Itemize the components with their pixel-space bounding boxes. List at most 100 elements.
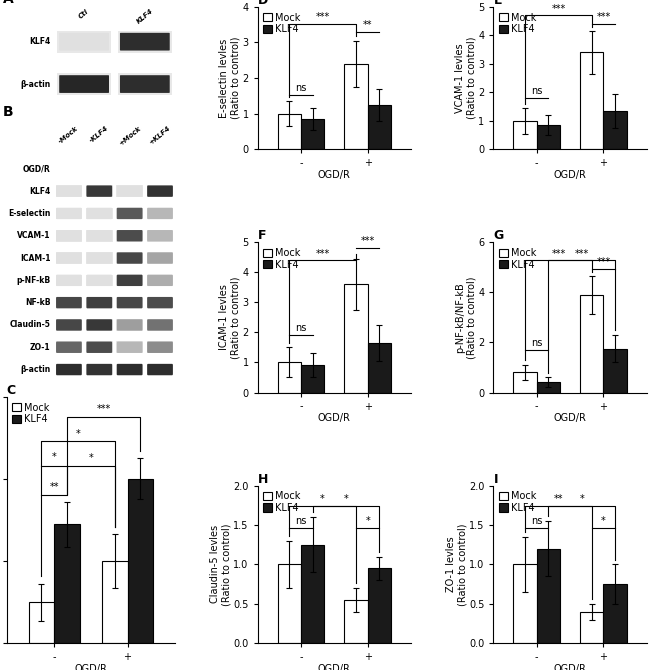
Bar [55, 230, 83, 241]
FancyBboxPatch shape [147, 208, 173, 219]
Bar [86, 230, 112, 241]
FancyBboxPatch shape [86, 364, 112, 375]
Text: ns: ns [531, 516, 542, 526]
Text: *: * [601, 516, 606, 526]
Legend: Mock, KLF4: Mock, KLF4 [11, 402, 50, 425]
Bar [102, 561, 127, 643]
FancyBboxPatch shape [86, 275, 112, 286]
Bar [301, 365, 324, 393]
Bar [55, 364, 83, 375]
Bar [603, 111, 627, 149]
Text: β-actin: β-actin [20, 80, 50, 88]
Text: β-actin: β-actin [20, 365, 50, 374]
Y-axis label: Claudin-5 levles
(Ratio to control): Claudin-5 levles (Ratio to control) [210, 523, 232, 606]
Text: *: * [320, 494, 325, 505]
Bar [147, 230, 174, 241]
Bar [86, 342, 112, 353]
Bar [580, 52, 603, 149]
Bar [116, 252, 143, 264]
Text: **: ** [363, 20, 372, 30]
Text: ***: *** [596, 257, 610, 267]
FancyBboxPatch shape [56, 297, 82, 308]
Bar [603, 584, 627, 643]
Text: B: B [3, 105, 14, 119]
Legend: Mock, KLF4: Mock, KLF4 [499, 490, 538, 514]
Bar [55, 297, 83, 308]
FancyBboxPatch shape [56, 342, 82, 353]
Text: ns: ns [531, 338, 542, 348]
X-axis label: OGD/R: OGD/R [554, 170, 586, 180]
Bar [368, 568, 391, 643]
FancyBboxPatch shape [117, 275, 142, 286]
Text: ZO-1: ZO-1 [30, 343, 50, 352]
FancyBboxPatch shape [147, 275, 173, 286]
Bar [55, 252, 83, 264]
FancyBboxPatch shape [147, 186, 173, 197]
Bar [127, 479, 153, 643]
Text: ICAM-1: ICAM-1 [20, 253, 50, 263]
Text: H: H [257, 472, 268, 486]
Y-axis label: E-selectin levles
(Ratio to control): E-selectin levles (Ratio to control) [219, 37, 241, 119]
Bar [514, 121, 537, 149]
Text: ***: *** [97, 404, 110, 414]
Bar [537, 549, 560, 643]
Text: ns: ns [295, 516, 307, 526]
Bar [147, 186, 174, 197]
Bar [514, 373, 537, 393]
Bar [55, 186, 83, 197]
FancyBboxPatch shape [147, 230, 173, 241]
Bar [278, 114, 301, 149]
Text: E-selectin: E-selectin [8, 209, 50, 218]
Bar [86, 297, 112, 308]
Bar [55, 342, 83, 353]
Bar [537, 125, 560, 149]
Bar [344, 600, 368, 643]
FancyBboxPatch shape [117, 297, 142, 308]
Bar [147, 364, 174, 375]
Text: **: ** [554, 494, 563, 505]
FancyBboxPatch shape [56, 253, 82, 264]
Text: ***: *** [596, 11, 610, 21]
Legend: Mock, KLF4: Mock, KLF4 [263, 247, 302, 271]
FancyBboxPatch shape [59, 33, 109, 50]
Bar [118, 73, 172, 95]
FancyBboxPatch shape [56, 208, 82, 219]
Bar [116, 364, 143, 375]
Bar [55, 319, 83, 331]
X-axis label: OGD/R: OGD/R [74, 663, 107, 670]
Bar [514, 564, 537, 643]
X-axis label: OGD/R: OGD/R [318, 663, 351, 670]
Bar [344, 285, 368, 393]
Text: ***: *** [315, 249, 330, 259]
Bar [344, 64, 368, 149]
Text: E: E [493, 0, 502, 7]
Text: C: C [6, 384, 16, 397]
X-axis label: OGD/R: OGD/R [318, 413, 351, 423]
FancyBboxPatch shape [56, 364, 82, 375]
Text: ***: *** [361, 236, 375, 246]
FancyBboxPatch shape [59, 75, 109, 93]
FancyBboxPatch shape [120, 33, 170, 50]
FancyBboxPatch shape [117, 364, 142, 375]
Bar [86, 186, 112, 197]
FancyBboxPatch shape [86, 253, 112, 264]
Text: p-NF-kB: p-NF-kB [16, 276, 50, 285]
Legend: Mock, KLF4: Mock, KLF4 [263, 490, 302, 514]
Text: ns: ns [531, 86, 542, 96]
Bar [116, 186, 143, 197]
Bar [147, 297, 174, 308]
FancyBboxPatch shape [56, 275, 82, 286]
Bar [116, 208, 143, 219]
FancyBboxPatch shape [86, 342, 112, 353]
Text: +Mock: +Mock [118, 125, 142, 147]
Text: D: D [257, 0, 268, 7]
Text: OGD/R: OGD/R [23, 164, 50, 174]
Text: **: ** [49, 482, 59, 492]
FancyBboxPatch shape [86, 186, 112, 197]
FancyBboxPatch shape [56, 319, 82, 331]
Bar [301, 545, 324, 643]
Bar [278, 564, 301, 643]
FancyBboxPatch shape [147, 342, 173, 353]
Text: Ctl: Ctl [78, 8, 90, 19]
Bar [55, 275, 83, 286]
